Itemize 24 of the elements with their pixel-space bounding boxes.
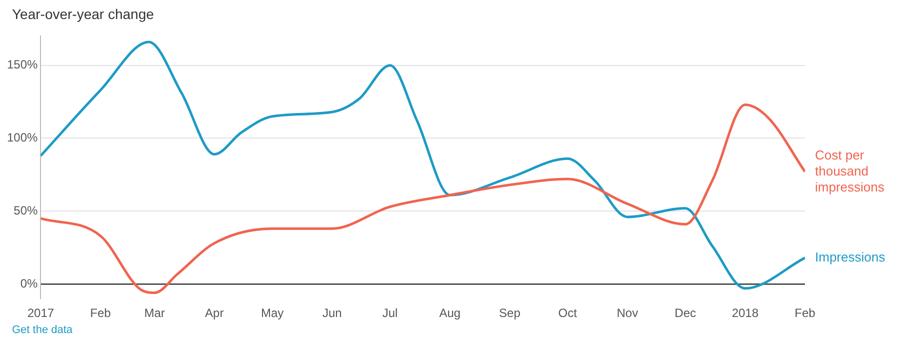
x-tick-label: Jun [322, 306, 342, 320]
x-tick-label: Jul [382, 306, 398, 320]
text: Get the data [11, 324, 74, 336]
y-tick-label: 150% [6, 58, 38, 72]
line-series [40, 40, 805, 290]
x-tick-label: 2017 [27, 306, 54, 320]
x-tick-label: Mar [144, 306, 165, 320]
x-tick-label: 2018 [732, 306, 759, 320]
x-tick-label: Dec [674, 306, 696, 320]
x-tick-label: Sep [499, 306, 521, 320]
x-tick-label: Feb [90, 306, 112, 320]
series-label: Impressions [815, 249, 886, 264]
x-tick-label: Nov [616, 306, 638, 320]
y-tick-label: 0% [20, 276, 38, 290]
x-tick-label: Oct [558, 306, 578, 320]
x-tick-label: Apr [205, 306, 224, 320]
x-tick-label: Feb [794, 306, 816, 320]
x-tick-label: May [260, 306, 284, 320]
series-label: Cost per thousand impressions [815, 147, 885, 194]
x-tick-label: Aug [439, 306, 461, 320]
chart-title: Year-over-year change [11, 5, 155, 24]
y-tick-label: 50% [14, 203, 38, 218]
line-series [40, 103, 805, 294]
y-tick-label: 100% [6, 130, 38, 145]
